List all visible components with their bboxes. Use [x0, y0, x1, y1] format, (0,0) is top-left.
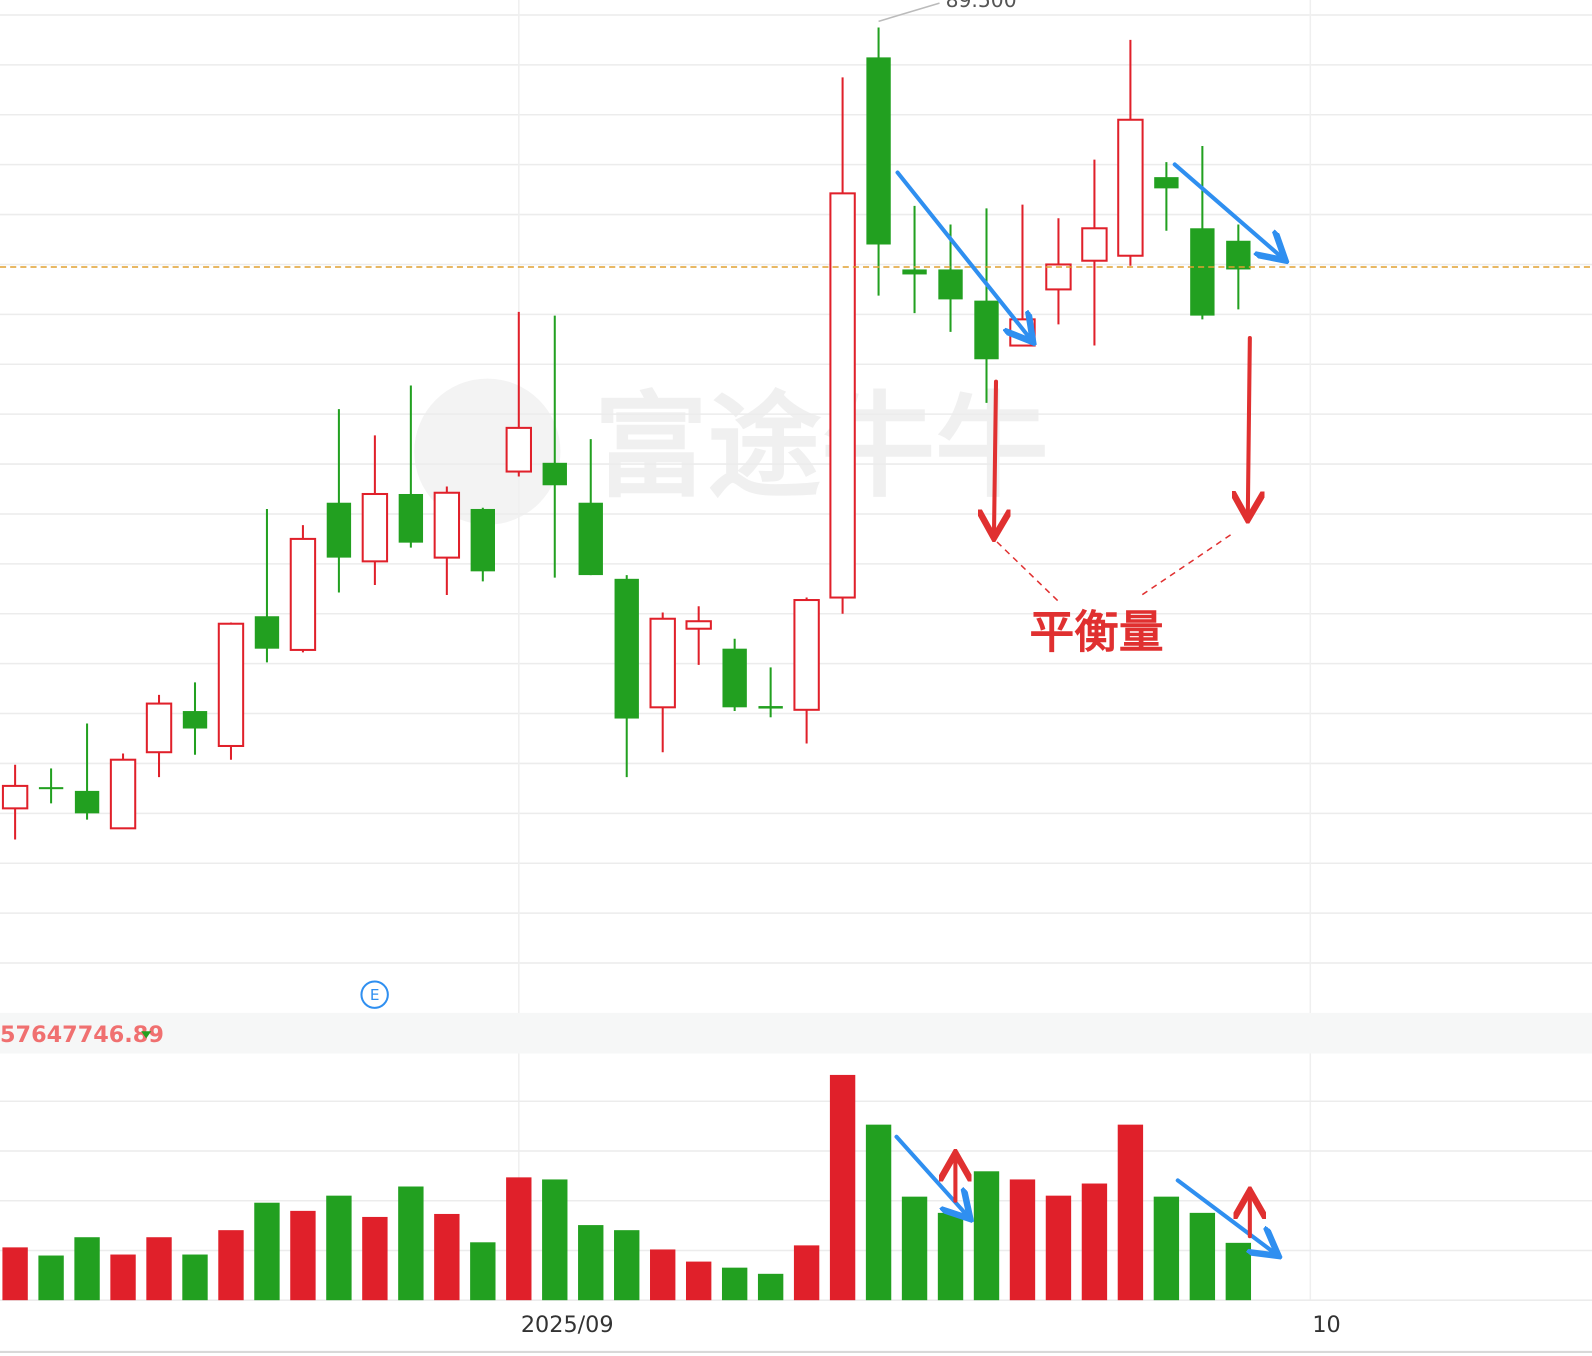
candle-body: [470, 508, 496, 572]
event-marker: E: [370, 986, 380, 1004]
down-arrow: [1248, 335, 1250, 516]
volume-bar: [865, 1124, 892, 1301]
candle-body: [1009, 318, 1036, 347]
candle-body: [326, 502, 352, 558]
pointer-line: [996, 541, 1059, 602]
trend-arrow: [894, 1134, 968, 1216]
volume-bar: [1045, 1195, 1072, 1301]
candle-body: [614, 578, 639, 719]
volume-bar: [721, 1267, 748, 1301]
arrows: [894, 162, 1283, 1253]
candle-body: [74, 790, 100, 814]
volume-bar: [1225, 1242, 1252, 1301]
candle-body: [182, 711, 208, 729]
candle-body: [1045, 263, 1072, 291]
trend-arrow: [1175, 1178, 1275, 1253]
candle-body: [685, 620, 712, 630]
candle-body: [938, 269, 963, 300]
volume-value: 57647746.89: [0, 1022, 164, 1048]
candle-body: [433, 491, 461, 559]
volume-bar: [1009, 1179, 1036, 1301]
volume-bar: [434, 1213, 460, 1301]
volume-bar: [1189, 1212, 1216, 1301]
background: [0, 378, 1592, 1353]
trend-arrow: [895, 170, 1031, 339]
candle-body: [829, 192, 856, 599]
watermark-logo: [414, 378, 561, 525]
volume-bar: [614, 1230, 640, 1301]
candle-body: [866, 57, 891, 245]
volume-bar: [1081, 1183, 1108, 1301]
candle-body: [1, 784, 29, 810]
candle-body: [793, 599, 820, 711]
candle-body: [758, 706, 783, 709]
volume-bar: [470, 1242, 496, 1301]
annotations: 平衡量 E 57647746.89: [0, 162, 1283, 1253]
candle-body: [578, 502, 603, 576]
candle-body: [38, 787, 64, 790]
volume-bar: [757, 1273, 784, 1301]
volume-bar: [218, 1230, 244, 1301]
volume-bar: [110, 1254, 136, 1301]
volume-bar: [937, 1212, 964, 1301]
candle-body: [289, 537, 317, 651]
candle-body: [217, 622, 245, 747]
candle-body: [542, 462, 567, 486]
candle-body: [145, 702, 173, 754]
volume-bar: [506, 1177, 532, 1301]
x-tick-label: 2025/09: [521, 1312, 614, 1338]
candle-body: [109, 758, 137, 830]
trend-arrow: [1172, 162, 1283, 257]
candle-body: [649, 617, 676, 709]
volume-bar: [326, 1195, 352, 1301]
volume-bar: [829, 1074, 856, 1301]
volume-bar: [1117, 1124, 1144, 1301]
candle-body: [974, 300, 999, 360]
volume-bar: [901, 1196, 928, 1301]
watermark: 富途牛牛: [594, 380, 1049, 513]
candle-body: [505, 426, 532, 473]
volume-bar: [793, 1245, 820, 1301]
max-pointer: [878, 2, 940, 23]
candle-body: [398, 493, 424, 543]
volume-bar: [2, 1247, 28, 1301]
event-marker-circle: [360, 980, 389, 1009]
volume-indicator: [141, 1031, 152, 1039]
candle-body: [1190, 228, 1215, 316]
candle-body: [722, 648, 747, 708]
volume-bar: [685, 1261, 712, 1301]
annotation-label: 平衡量: [1030, 606, 1164, 658]
volume-bar: [578, 1225, 604, 1301]
volume-bar: [362, 1216, 388, 1301]
candle-body: [1154, 177, 1179, 189]
volume-bar: [146, 1237, 172, 1301]
max-label: 89.500: [946, 0, 1017, 12]
marks: 89.500: [0, 0, 1592, 1301]
volume-bar: [398, 1186, 424, 1301]
candle-body: [1117, 118, 1144, 257]
candle-body: [254, 616, 280, 649]
volume-bar: [650, 1249, 676, 1301]
candle-body: [361, 492, 389, 563]
volume-bar: [1153, 1196, 1180, 1301]
down-arrow: [994, 379, 996, 534]
volume-bar: [74, 1237, 100, 1301]
volume-bar: [38, 1255, 64, 1301]
volume-bar: [542, 1179, 568, 1301]
volume-bar: [254, 1202, 280, 1301]
candle-body: [902, 269, 927, 275]
x-tick-label: 10: [1312, 1312, 1340, 1338]
candle-body: [1226, 240, 1251, 270]
volume-header-strip: [0, 1012, 1592, 1054]
volume-bar: [182, 1254, 208, 1301]
volume-bar: [290, 1210, 316, 1301]
pointer-line: [1138, 534, 1231, 598]
volume-bar: [973, 1171, 1000, 1301]
candle-body: [1081, 227, 1108, 262]
